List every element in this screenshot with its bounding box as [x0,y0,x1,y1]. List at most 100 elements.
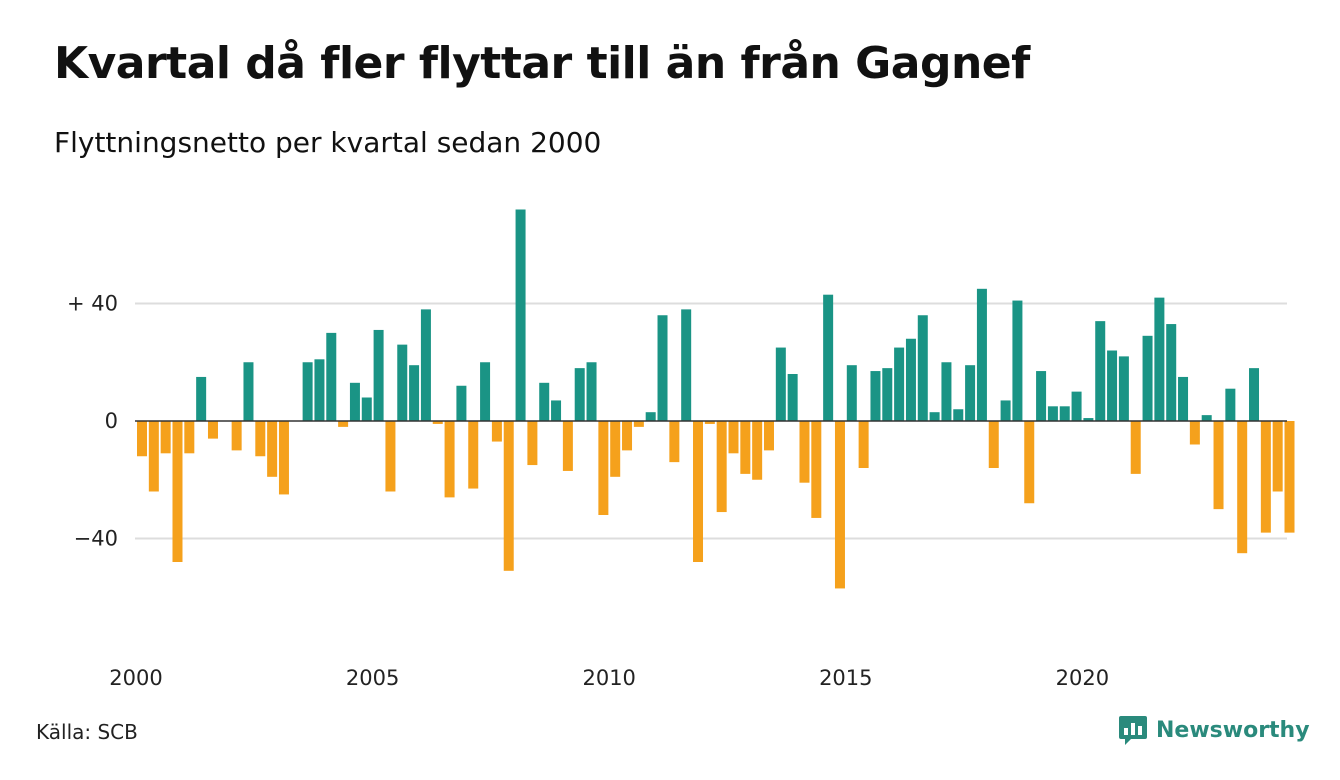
bar [645,412,656,421]
bar [432,421,443,424]
x-tick-label: 2000 [109,666,162,690]
chart-subtitle: Flyttningsnetto per kvartal sedan 2000 [54,126,602,159]
bar [1225,388,1236,421]
bars [137,209,1295,589]
source-note: Källa: SCB [36,720,138,744]
bar [882,368,893,422]
bar [870,371,881,421]
bar [397,344,408,422]
bar [385,421,396,492]
bar [763,421,774,451]
bar [456,385,467,421]
bar [207,421,218,439]
bar [314,359,325,421]
bar [917,315,928,421]
x-tick-label: 2015 [819,666,872,690]
bar [1059,406,1070,421]
bar [1071,391,1082,422]
bar [184,421,195,454]
bar [823,294,834,421]
bar [551,400,562,421]
bar [622,421,633,451]
bar [480,362,491,421]
brand-logo[interactable]: Newsworthy [1118,714,1310,746]
bar [420,309,431,422]
bar [1095,321,1106,422]
bar [799,421,810,483]
bar [361,397,372,421]
bar [681,309,692,422]
y-tick-label: + 40 [67,292,118,316]
bar [894,347,905,421]
bar [409,365,420,421]
bar [1047,406,1058,421]
bar [775,347,786,421]
bar [1249,368,1260,422]
bar [1260,421,1271,533]
bar [1000,400,1011,421]
x-tick-label: 2005 [346,666,399,690]
bar [811,421,822,518]
bar [988,421,999,468]
bar [728,421,739,454]
bar [196,376,207,421]
bar [255,421,266,457]
bar [243,362,254,421]
bar [1107,350,1118,421]
bar-chart: + 40 0 −40 2000 2005 2010 2015 2020 [67,209,1295,690]
newsworthy-logo-icon [1119,716,1147,745]
bar [148,421,159,492]
bar [1154,297,1165,422]
bar [693,421,704,562]
x-tick-label: 2020 [1056,666,1109,690]
bar [373,329,384,421]
bar [976,288,987,421]
bar [444,421,455,498]
bar [1012,300,1023,421]
bar [740,421,751,474]
bar [1189,421,1200,445]
bar [929,412,940,421]
bar [1201,415,1212,422]
chart-title: Kvartal då fler flyttar till än från Gag… [54,38,1030,89]
bar [953,409,964,421]
bar [326,332,337,422]
y-tick-label: −40 [74,527,118,551]
bar [787,374,798,421]
bar [1284,421,1295,533]
bar [562,421,573,471]
bar [1237,421,1248,554]
bar [1166,324,1177,421]
bar [657,315,668,421]
bar [1130,421,1141,474]
bar [172,421,183,562]
gridlines [135,302,1287,540]
bar [515,209,526,421]
x-tick-label: 2010 [582,666,635,690]
bar [669,421,680,463]
bar [598,421,609,515]
bar [1213,421,1224,510]
bar [716,421,727,513]
bar [633,421,644,427]
bar [160,421,171,454]
bar [834,421,845,589]
bar [539,382,550,421]
bar [137,421,147,457]
bar [752,421,763,480]
bar [846,365,857,421]
bar [527,421,538,466]
bar [503,421,514,571]
bar [1036,371,1047,421]
bar [1118,356,1129,422]
bar [231,421,242,451]
bar [574,368,585,422]
bar [905,338,916,421]
axis-labels: + 40 0 −40 2000 2005 2010 2015 2020 [67,292,1287,690]
bar [704,421,715,424]
bar [267,421,278,477]
y-tick-label: 0 [105,409,118,433]
brand-name: Newsworthy [1156,717,1310,743]
bar [468,421,479,489]
bar [1178,376,1189,421]
